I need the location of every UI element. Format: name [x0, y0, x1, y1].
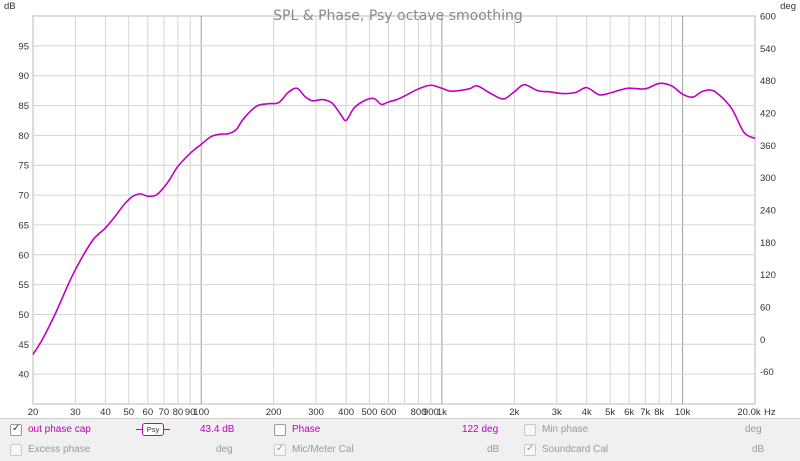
spl-phase-chart[interactable]: 40 45 50 55 60 65 70 75 80 85 90 95 -60 0 60 120 180 240 3… [0, 0, 800, 418]
excess-phase-checkbox[interactable] [10, 444, 22, 456]
x-tick-label: 20.0k [737, 407, 760, 418]
phase-value: 122 deg [462, 424, 499, 435]
y-tick-label: 75 [18, 161, 29, 172]
min-phase-label: Min phase [542, 424, 589, 435]
y-tick-label: 85 [18, 101, 29, 112]
legend-row-1: out phase cap Psy 43.4 dB Phase 122 deg … [0, 420, 800, 440]
mic-cal-checkbox[interactable] [274, 442, 286, 456]
soundcard-cal-unit: dB [752, 444, 765, 455]
x-tick-label: 20 [28, 407, 39, 418]
soundcard-cal-checkbox[interactable] [524, 442, 536, 456]
x-tick-label: 8k [654, 407, 664, 418]
y2-tick-label: 60 [760, 303, 771, 314]
y2-tick-label: 0 [760, 335, 765, 346]
x-tick-label: 3k [552, 407, 562, 418]
plot-frame [32, 15, 756, 405]
x-tick-label: 90 [185, 407, 196, 418]
x-tick-label: 60 [143, 407, 154, 418]
min-phase-toggle[interactable]: Min phase [524, 423, 588, 438]
trace-value: 43.4 dB [200, 424, 235, 435]
x-tick-label: 50 [123, 407, 134, 418]
y-tick-label: 50 [18, 310, 29, 321]
legend-panel: out phase cap Psy 43.4 dB Phase 122 deg … [0, 418, 800, 461]
mic-cal-unit: dB [487, 444, 500, 455]
x-tick-label: 800 [411, 407, 427, 418]
phase-label: Phase [292, 424, 321, 435]
x-unit-label: Hz [764, 407, 776, 418]
y-tick-label: 60 [18, 250, 29, 261]
min-phase-checkbox[interactable] [524, 424, 536, 436]
x-tick-label: 70 [159, 407, 170, 418]
x-tick-label: 200 [266, 407, 282, 418]
y2-tick-label: 180 [760, 238, 776, 249]
min-phase-unit: deg [745, 424, 762, 435]
y-tick-label: 65 [18, 220, 29, 231]
y-unit-label: dB [4, 1, 16, 12]
excess-phase-toggle[interactable]: Excess phase [10, 443, 90, 458]
y2-tick-label: 480 [760, 76, 776, 87]
chart-area[interactable]: 40 45 50 55 60 65 70 75 80 85 90 95 -60 0 60 120 180 240 3… [0, 0, 800, 418]
x-tick-label: 100 [193, 407, 209, 418]
x-tick-label: 400 [338, 407, 354, 418]
y2-tick-label: 360 [760, 141, 776, 152]
soundcard-cal-toggle[interactable]: Soundcard Cal [524, 442, 609, 458]
chart-title: SPL & Phase, Psy octave smoothing [273, 8, 523, 24]
trace-checkbox[interactable] [10, 422, 22, 436]
x-tick-label: 2k [509, 407, 519, 418]
y2-tick-label: -60 [760, 367, 774, 378]
y2-tick-label: 420 [760, 109, 776, 120]
x-tick-label: 4k [582, 407, 592, 418]
phase-toggle[interactable]: Phase [274, 423, 320, 438]
y2-tick-label: 120 [760, 270, 776, 281]
x-tick-label: 900 [423, 407, 439, 418]
y-tick-label: 80 [18, 131, 29, 142]
y-tick-label: 70 [18, 191, 29, 202]
soundcard-cal-label: Soundcard Cal [542, 444, 609, 455]
y-tick-label: 95 [18, 41, 29, 52]
x-tick-label: 6k [624, 407, 634, 418]
trace-toggle[interactable]: out phase cap [10, 422, 91, 438]
x-tick-label: 5k [605, 407, 615, 418]
x-tick-label: 1k [437, 407, 447, 418]
y2-tick-label: 540 [760, 44, 776, 55]
smoothing-badge[interactable]: Psy [136, 423, 170, 436]
y2-tick-label: 600 [760, 12, 776, 23]
mic-cal-label: Mic/Meter Cal [292, 444, 354, 455]
series-line-out-phase-cap [32, 82, 756, 355]
x-tick-label: 7k [640, 407, 650, 418]
x-tick-label: 30 [70, 407, 81, 418]
x-tick-label: 600 [381, 407, 397, 418]
y2-tick-label: 300 [760, 173, 776, 184]
y-tick-label: 45 [18, 340, 29, 351]
x-tick-label: 40 [100, 407, 111, 418]
x-tick-label: 300 [308, 407, 324, 418]
y2-tick-label: 240 [760, 206, 776, 217]
y-tick-label: 90 [18, 71, 29, 82]
phase-checkbox[interactable] [274, 424, 286, 436]
y-tick-label: 40 [18, 370, 29, 381]
x-tick-label: 10k [675, 407, 691, 418]
y-tick-label: 55 [18, 280, 29, 291]
traces [32, 82, 756, 355]
axes: 40 45 50 55 60 65 70 75 80 85 90 95 -60 0 60 120 180 240 3… [4, 1, 796, 418]
trace-name: out phase cap [28, 424, 91, 435]
x-tick-label: 500 [362, 407, 378, 418]
mic-cal-toggle[interactable]: Mic/Meter Cal [274, 442, 354, 458]
y2-unit-label: deg [780, 1, 796, 12]
grid [32, 15, 756, 405]
legend-row-2: Excess phase deg Mic/Meter Cal dB Soundc… [0, 440, 800, 460]
excess-phase-label: Excess phase [28, 444, 91, 455]
smoothing-label: Psy [142, 423, 164, 436]
excess-phase-unit: deg [216, 444, 233, 455]
x-tick-label: 80 [173, 407, 184, 418]
